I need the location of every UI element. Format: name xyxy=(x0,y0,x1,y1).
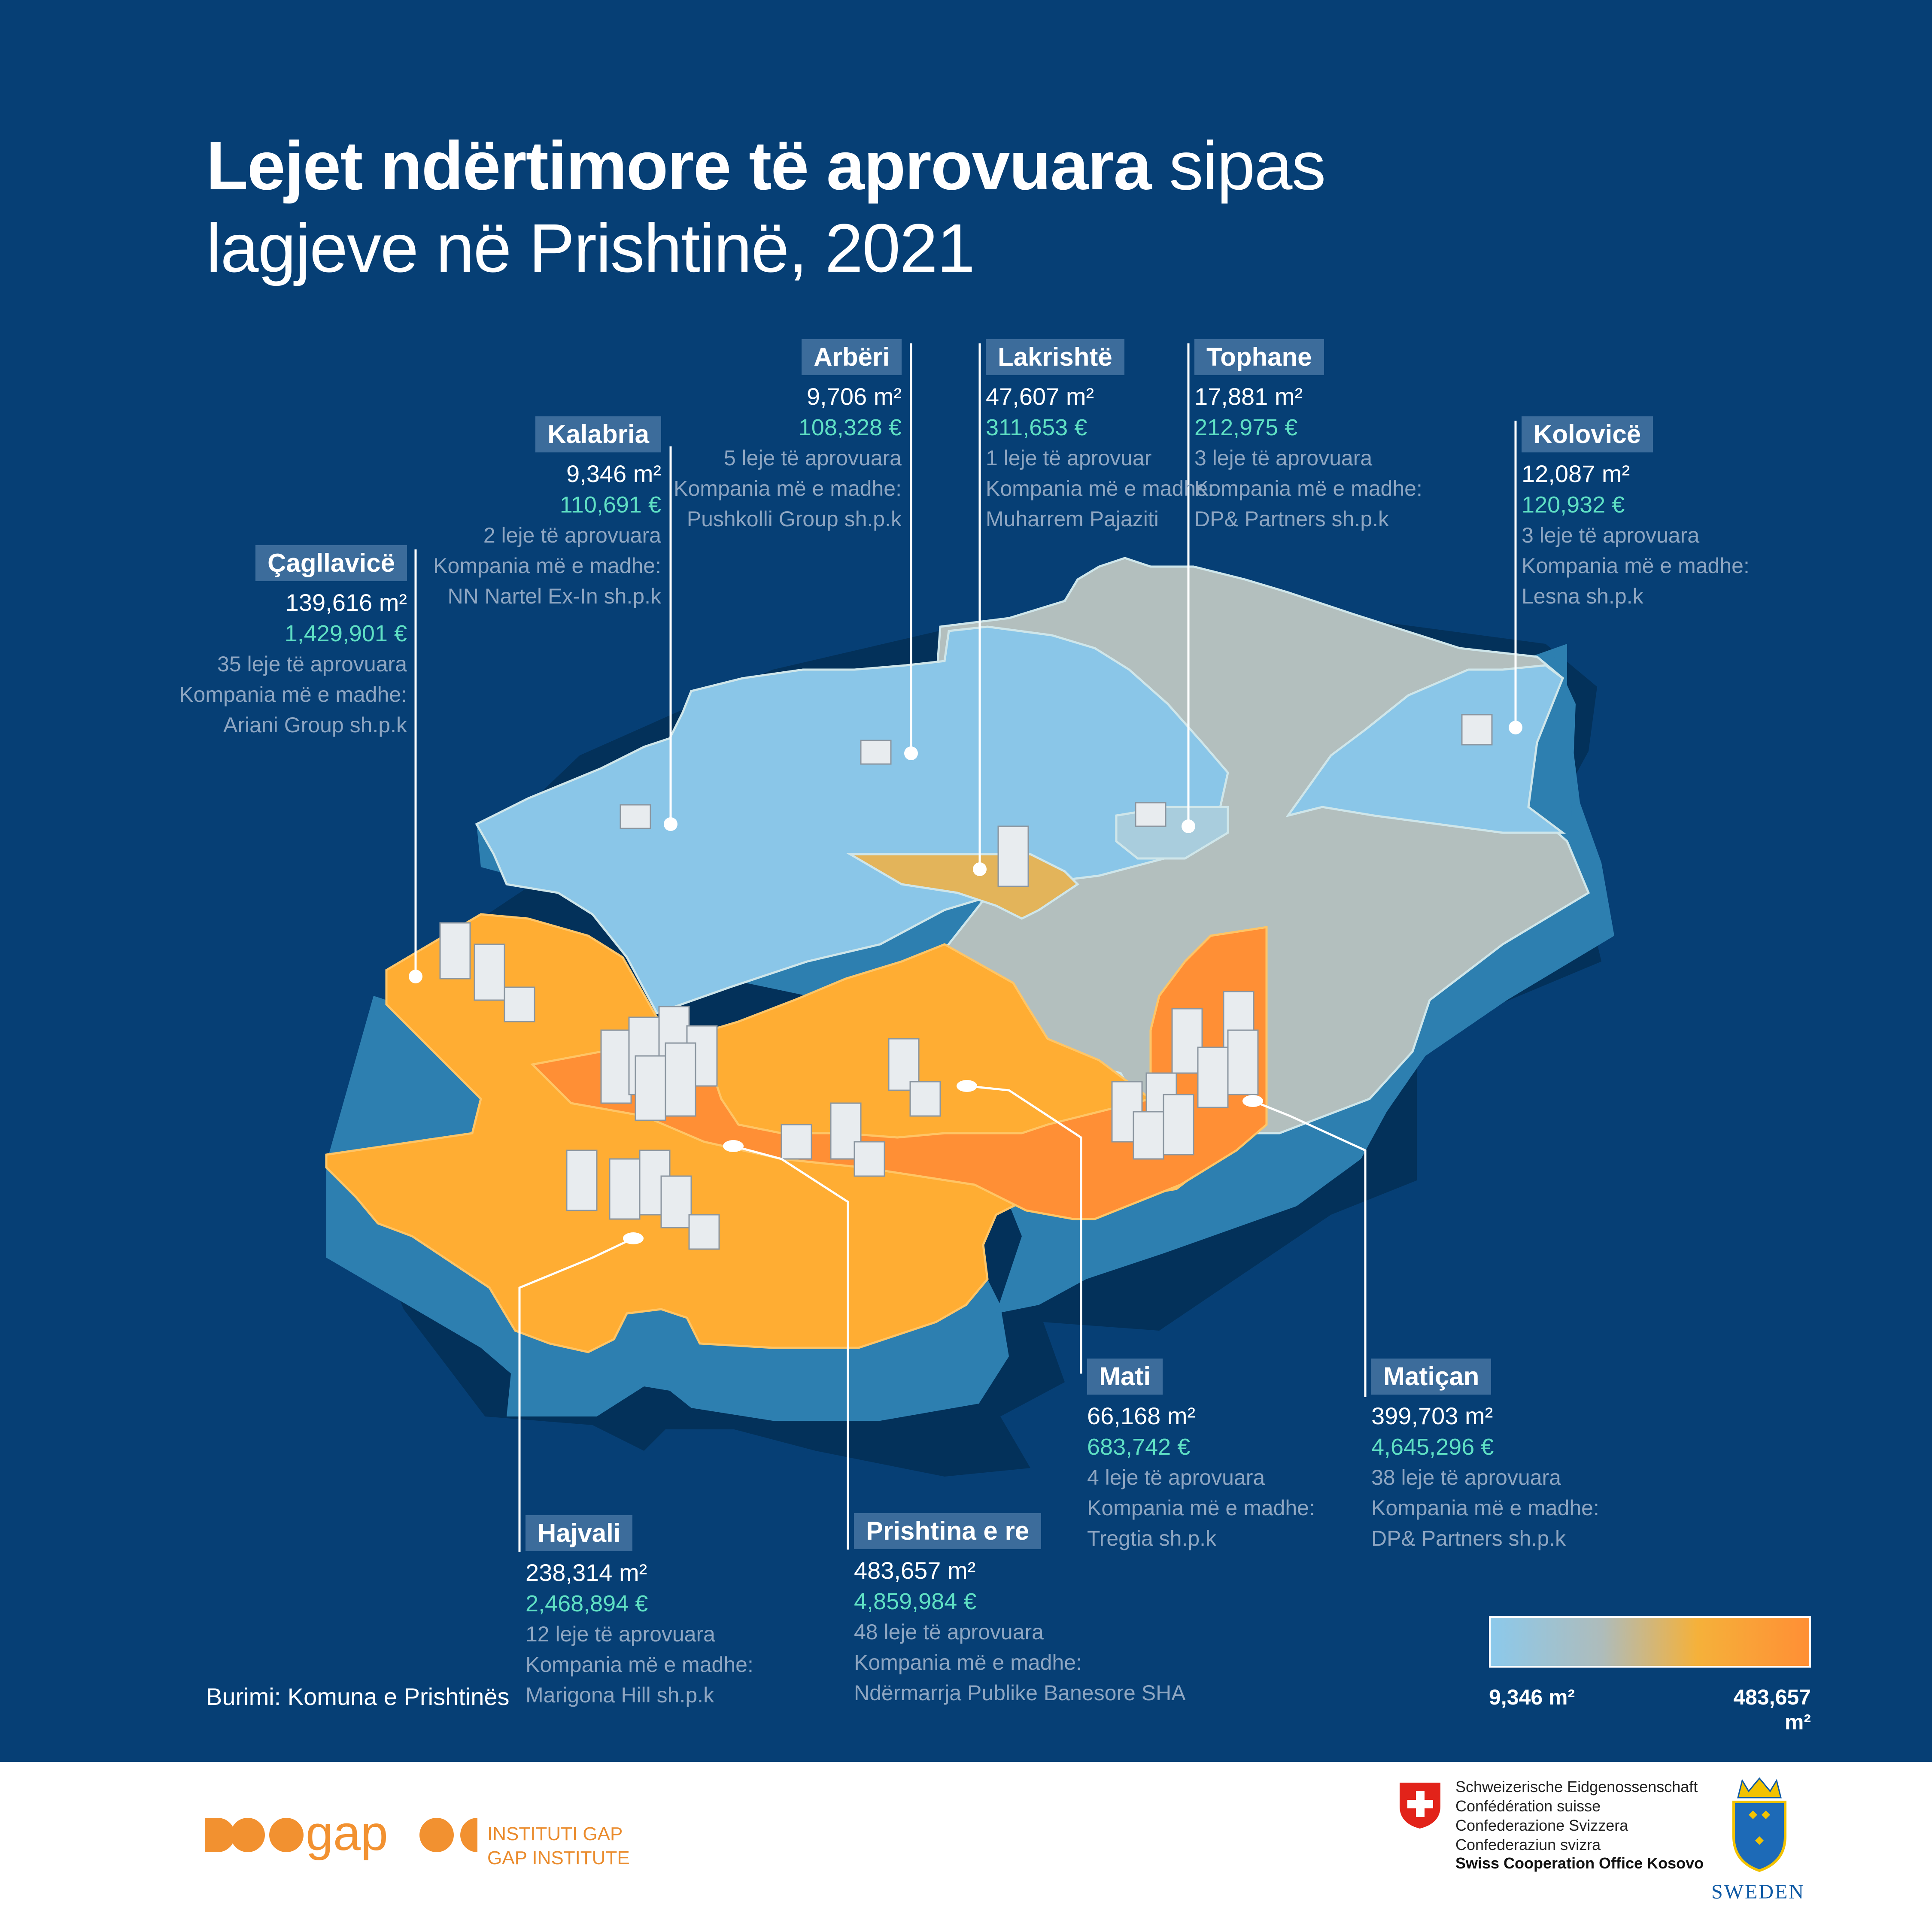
label-mati: Mati 66,168 m² 683,742 € 4 leje të aprov… xyxy=(1087,1359,1431,1554)
neighborhood-name: Çagllavicë xyxy=(255,545,407,581)
area: 66,168 m² xyxy=(1087,1402,1196,1429)
company-label: Kompania më e madhe: xyxy=(1522,554,1750,578)
sweden-coat-of-arms-icon xyxy=(1732,1777,1786,1872)
neighborhood-name: Arbëri xyxy=(802,339,902,375)
value: 311,653 € xyxy=(986,415,1088,440)
permits: 35 leje të aprovuara xyxy=(217,652,407,676)
area: 483,657 m² xyxy=(854,1557,976,1584)
swiss-office: Swiss Cooperation Office Kosovo xyxy=(1455,1854,1704,1872)
company: Tregtia sh.p.k xyxy=(1087,1526,1217,1550)
value: 108,328 € xyxy=(798,415,902,440)
neighborhood-name: Hajvali xyxy=(526,1515,633,1551)
neighborhood-name: Prishtina e re xyxy=(854,1513,1042,1549)
gap-logo: gap xyxy=(205,1814,477,1861)
source-note: Burimi: Komuna e Prishtinës xyxy=(206,1683,510,1710)
neighborhood-name: Mati xyxy=(1087,1359,1163,1395)
gap-line2: GAP INSTITUTE xyxy=(487,1847,630,1868)
svg-text:gap: gap xyxy=(306,1814,388,1861)
page-title: Lejet ndërtimore të aprovuara sipas lagj… xyxy=(206,127,1326,286)
label-hajvali: Hajvali 238,314 m² 2,468,894 € 12 leje t… xyxy=(526,1515,869,1711)
value: 110,691 € xyxy=(559,492,661,518)
gap-line1: INSTITUTI GAP xyxy=(487,1823,623,1844)
value: 4,859,984 € xyxy=(854,1589,977,1614)
label-caglavice: Çagllavicë 139,616 m² 1,429,901 € 35 lej… xyxy=(64,545,407,740)
label-tophane: Tophane 17,881 m² 212,975 € 3 leje të ap… xyxy=(1194,339,1538,534)
company: Pushkolli Group sh.p.k xyxy=(687,507,902,531)
legend-min: 9,346 m² xyxy=(1489,1685,1575,1709)
label-arberi: Arbëri 9,706 m² 108,328 € 5 leje të apro… xyxy=(558,339,902,534)
region-kolovice xyxy=(1285,664,1566,834)
sweden-text: SWEDEN xyxy=(1711,1880,1805,1903)
company: DP& Partners sh.p.k xyxy=(1194,507,1389,531)
company-label: Kompania më e madhe: xyxy=(179,682,407,707)
neighborhood-name: Kalabria xyxy=(535,416,661,452)
area: 47,607 m² xyxy=(986,383,1094,410)
company-label: Kompania më e madhe: xyxy=(986,476,1214,500)
company: Ndërmarrja Publike Banesore SHA xyxy=(854,1681,1186,1705)
permits: 5 leje të aprovuara xyxy=(723,446,902,470)
area: 238,314 m² xyxy=(526,1559,647,1586)
swiss-text: Schweizerische Eidgenossenschaft Confédé… xyxy=(1455,1777,1698,1854)
label-matican: Matiçan 399,703 m² 4,645,296 € 38 leje t… xyxy=(1371,1359,1715,1554)
area: 399,703 m² xyxy=(1371,1402,1493,1429)
buildings xyxy=(439,714,1493,1250)
neighborhood-name: Lakrishtë xyxy=(986,339,1124,375)
label-prishtina-e-re: Prishtina e re 483,657 m² 4,859,984 € 48… xyxy=(854,1513,1197,1708)
company-label: Kompania më e madhe: xyxy=(433,554,661,578)
value: 212,975 € xyxy=(1194,415,1298,440)
legend-max: 483,657 m² xyxy=(1733,1685,1811,1734)
value: 683,742 € xyxy=(1087,1434,1191,1460)
label-lakrishte: Lakrishtë 47,607 m² 311,653 € 1 leje të … xyxy=(986,339,1329,534)
company: NN Nartel Ex-In sh.p.k xyxy=(447,584,661,608)
value: 2,468,894 € xyxy=(526,1591,648,1617)
permits: 1 leje të aprovuar xyxy=(986,446,1152,470)
area: 9,706 m² xyxy=(807,383,902,410)
swiss-line: Confédération suisse xyxy=(1455,1797,1601,1815)
permits: 48 leje të aprovuara xyxy=(854,1620,1044,1644)
label-kalabria: Kalabria 9,346 m² 110,691 € 2 leje të ap… xyxy=(318,416,661,612)
company-label: Kompania më e madhe: xyxy=(854,1650,1082,1674)
label-kolovice: Kolovicë 12,087 m² 120,932 € 3 leje të a… xyxy=(1522,416,1865,612)
region-dark-orange xyxy=(530,926,1268,1220)
company: Muharrem Pajaziti xyxy=(986,507,1159,531)
swiss-line: Schweizerische Eidgenossenschaft xyxy=(1455,1778,1698,1796)
gap-institute-text: INSTITUTI GAP GAP INSTITUTE xyxy=(487,1822,630,1870)
company-label: Kompania më e madhe: xyxy=(1087,1496,1315,1520)
legend-gradient xyxy=(1489,1616,1811,1668)
permits: 3 leje të aprovuara xyxy=(1194,446,1373,470)
neighborhood-name: Tophane xyxy=(1194,339,1324,375)
company-label: Kompania më e madhe: xyxy=(1371,1496,1599,1520)
value: 120,932 € xyxy=(1522,492,1625,518)
permits: 12 leje të aprovuara xyxy=(526,1622,715,1646)
permits: 4 leje të aprovuara xyxy=(1087,1465,1265,1489)
leader-dots xyxy=(409,721,1522,1244)
swiss-line: Confederaziun svizra xyxy=(1455,1836,1601,1853)
neighborhood-name: Kolovicë xyxy=(1522,416,1653,452)
swiss-line: Confederazione Svizzera xyxy=(1455,1817,1628,1834)
company-label: Kompania më e madhe: xyxy=(674,476,902,500)
company-label: Kompania më e madhe: xyxy=(1194,476,1422,500)
region-light-blue xyxy=(475,625,1229,1015)
permits: 38 leje të aprovuara xyxy=(1371,1465,1561,1489)
area: 9,346 m² xyxy=(566,460,661,487)
company: Ariani Group sh.p.k xyxy=(223,713,407,737)
company: Marigona Hill sh.p.k xyxy=(526,1683,714,1707)
area: 12,087 m² xyxy=(1522,460,1630,487)
footer xyxy=(0,1762,1932,1932)
company: Lesna sh.p.k xyxy=(1522,584,1643,608)
swiss-flag-icon xyxy=(1400,1783,1440,1829)
value: 4,645,296 € xyxy=(1371,1434,1494,1460)
area: 17,881 m² xyxy=(1194,383,1303,410)
area: 139,616 m² xyxy=(285,589,407,616)
leader-lines xyxy=(414,343,1517,1552)
neighborhood-name: Matiçan xyxy=(1371,1359,1492,1395)
value: 1,429,901 € xyxy=(284,621,407,646)
permits: 3 leje të aprovuara xyxy=(1522,523,1700,547)
company-label: Kompania më e madhe: xyxy=(526,1653,753,1677)
company: DP& Partners sh.p.k xyxy=(1371,1526,1566,1550)
permits: 2 leje të aprovuara xyxy=(483,523,661,547)
